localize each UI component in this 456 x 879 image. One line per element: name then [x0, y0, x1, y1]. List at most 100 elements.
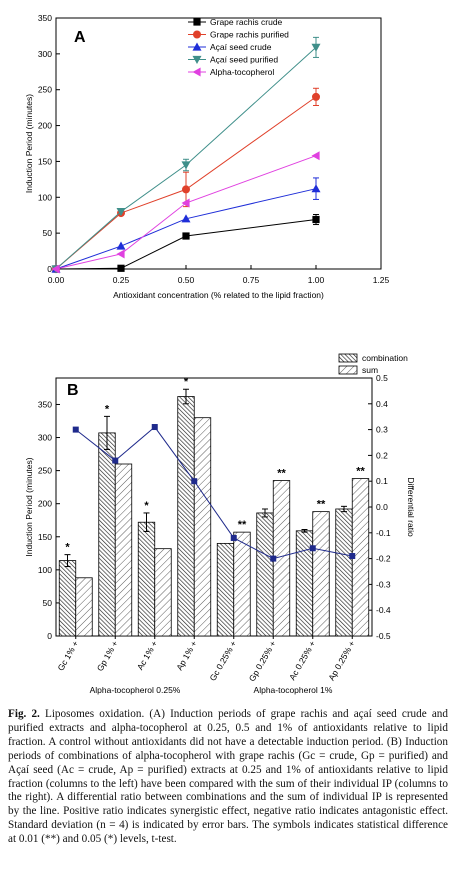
bar-sum [233, 531, 251, 637]
bar-sum [114, 463, 133, 637]
legend-marker [193, 30, 201, 39]
y-tick-label: 0 [47, 631, 52, 641]
series-line [55, 47, 317, 270]
legend-marker [192, 55, 202, 64]
series-line [55, 155, 317, 270]
bar-group: ** [216, 519, 251, 637]
data-point [182, 185, 190, 194]
significance-mark: * [105, 403, 110, 415]
plot-frame [55, 17, 382, 270]
y-tick-label: 100 [38, 192, 52, 202]
y-tick-label: 350 [38, 399, 52, 409]
x-tick-label: Gc 0.25% + [207, 639, 238, 683]
significance-mark: ** [277, 468, 286, 480]
caption-text: Liposomes oxidation. (A) Induction perio… [8, 708, 448, 846]
series-alpha-tocopherol [51, 151, 320, 274]
ratio-line [75, 426, 353, 560]
data-point [117, 264, 125, 272]
legend-label: Açaí seed crude [210, 42, 272, 52]
x-tick-label: 0.00 [48, 275, 65, 285]
chart-b: B 0 50 100 150 200 250 300 350 -0.5 -0.4 -0.3 -0.2 -0… [24, 353, 416, 695]
ratio-point [191, 478, 198, 485]
x-tick-label: Ac 0.25% + [287, 639, 318, 682]
series-line [55, 96, 317, 270]
x-tick-label: 0.75 [243, 275, 260, 285]
group-label: Alpha-tocopherol 0.25% [90, 685, 181, 695]
y-tick-label: 200 [38, 121, 52, 131]
data-point [312, 92, 320, 101]
y-tick-label: 200 [38, 499, 52, 509]
ratio-point [72, 426, 79, 433]
data-point [311, 151, 320, 161]
y-tick-label: 150 [38, 532, 52, 542]
bar-combination [216, 542, 235, 637]
x-tick-label: Gp 0.25% + [247, 639, 278, 683]
figure-caption: Fig. 2. Liposomes oxidation. (A) Inducti… [8, 708, 448, 847]
bar-group: * [177, 376, 212, 637]
y2-tick-label: 0.2 [376, 450, 388, 460]
x-tick-label: 1.25 [373, 275, 390, 285]
legend-label: Grape rachis crude [210, 17, 283, 27]
significance-mark: * [144, 500, 149, 512]
y2-tick-label: -0.3 [376, 579, 391, 589]
legend-marker [192, 67, 201, 77]
bar-group: ** [295, 499, 330, 637]
data-point [311, 43, 321, 52]
chart-a: A 0.00 0.25 0.50 0.75 1.00 1.25 0 50 100 150 200 250… [24, 13, 390, 300]
bar-sum [75, 577, 93, 637]
x-tick-label: Gp 1% + [95, 639, 120, 673]
legend-label: Grape rachis purified [210, 30, 289, 40]
bar-group: * [137, 500, 172, 637]
significance-mark: ** [356, 466, 365, 478]
group-label: Alpha-tocopherol 1% [254, 685, 333, 695]
bar-sum [312, 511, 330, 637]
ratio-point [151, 424, 158, 431]
y2-tick-label: -0.1 [376, 528, 391, 538]
y-tick-label: 50 [43, 228, 53, 238]
y2-tick-label: -0.4 [376, 605, 391, 615]
bar-combination [58, 560, 77, 637]
series-line [55, 188, 317, 270]
y-tick-label: 50 [43, 598, 53, 608]
x-tick-label: 0.25 [113, 275, 130, 285]
series-grape-rachis-crude [52, 213, 320, 273]
panel-label: B [67, 382, 79, 399]
data-point [181, 198, 190, 208]
x-tick-label: Ac 1% + [135, 639, 160, 672]
y-tick-label: 0 [47, 264, 52, 274]
ratio-point [309, 545, 316, 552]
panel-label: A [74, 29, 86, 46]
ratio-point [349, 553, 356, 560]
legend-label: combination [362, 353, 408, 363]
y2-tick-label: 0.4 [376, 399, 388, 409]
y2-tick-label: 0.0 [376, 502, 388, 512]
data-point [116, 208, 126, 217]
y-tick-label: 300 [38, 49, 52, 59]
data-point [182, 232, 190, 240]
legend-label: sum [362, 365, 378, 375]
series-grape-rachis-purified [52, 87, 320, 273]
y2-tick-label: -0.5 [376, 631, 391, 641]
legend-marker [193, 18, 201, 26]
legend-swatch-combination [338, 353, 358, 363]
x-tick-label: Ap 1% + [174, 639, 199, 672]
data-point [116, 249, 125, 259]
ratio-point [230, 534, 237, 541]
ratio-point [112, 457, 119, 464]
legend-swatch-sum [338, 365, 358, 375]
y2-tick-label: -0.2 [376, 554, 391, 564]
y-tick-label: 300 [38, 433, 52, 443]
y2-tick-label: 0.3 [376, 425, 388, 435]
y-tick-label: 250 [38, 85, 52, 95]
ratio-point [270, 555, 277, 562]
bar-sum [154, 548, 172, 637]
bar-combination [177, 396, 195, 637]
bar-group: * [58, 542, 93, 637]
significance-mark: ** [317, 499, 326, 511]
y-tick-label: 150 [38, 156, 52, 166]
legend: combination sum [338, 353, 408, 375]
data-point [181, 214, 191, 223]
y-axis-label: Induction Period (minutes) [24, 94, 34, 193]
bar-combination [335, 508, 353, 637]
significance-mark: ** [238, 519, 247, 531]
